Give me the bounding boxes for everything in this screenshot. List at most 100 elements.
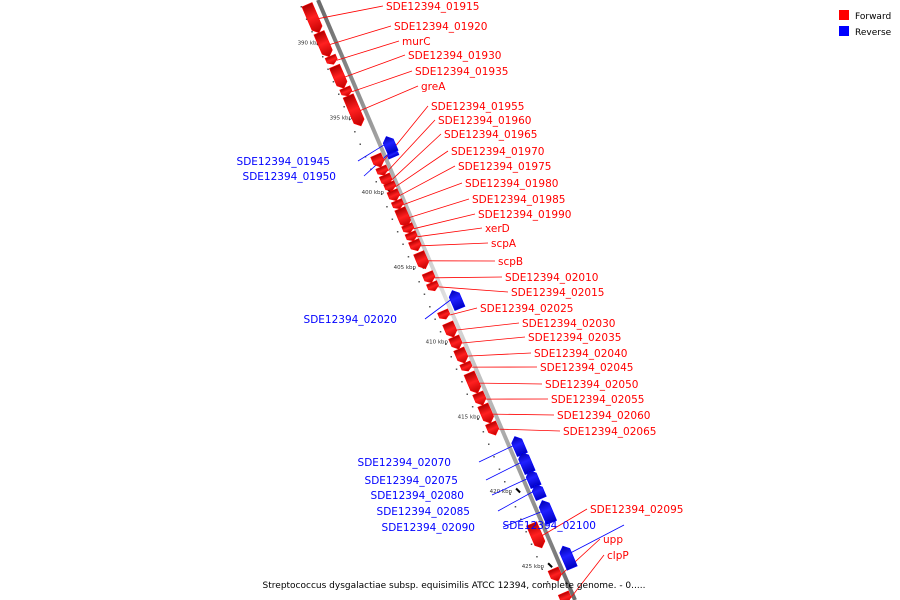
gene-label[interactable]: SDE12394_02080 xyxy=(371,490,464,502)
gene-forward[interactable] xyxy=(477,402,496,425)
legend: Forward Reverse xyxy=(839,10,892,38)
gene-label[interactable]: SDE12394_02075 xyxy=(365,475,458,487)
scale-dot xyxy=(338,93,340,95)
gene-label[interactable]: SDE12394_01915 xyxy=(386,1,479,13)
gene-forward[interactable] xyxy=(408,238,423,253)
gene-label[interactable]: murC xyxy=(402,36,431,48)
gene-label[interactable]: scpB xyxy=(498,256,523,268)
scale-dot xyxy=(466,393,468,395)
gene-forward[interactable] xyxy=(394,206,413,229)
gene-label[interactable]: SDE12394_01955 xyxy=(431,101,524,113)
gene-reverse[interactable] xyxy=(558,544,578,571)
gene-reverse[interactable] xyxy=(524,468,542,490)
gene-label[interactable]: SDE12394_02035 xyxy=(528,332,621,344)
gene-label[interactable]: clpP xyxy=(607,550,629,562)
gene-label[interactable]: SDE12394_02100 xyxy=(503,520,596,532)
scale-dot xyxy=(375,181,377,183)
gene-forward[interactable] xyxy=(421,270,436,285)
gene-forward[interactable] xyxy=(437,308,452,321)
gene-forward[interactable] xyxy=(426,280,440,293)
tick-label: 410 kbp xyxy=(426,340,449,346)
gene-forward[interactable] xyxy=(557,590,572,600)
tick-mark xyxy=(547,562,553,568)
gene-label[interactable]: SDE12394_01920 xyxy=(394,21,487,33)
gene-forward[interactable] xyxy=(453,346,470,365)
scale-dot xyxy=(386,206,388,208)
gene-label[interactable]: SDE12394_01970 xyxy=(451,146,544,158)
gene-label[interactable]: SDE12394_02055 xyxy=(551,394,644,406)
gene-reverse[interactable] xyxy=(447,288,466,312)
gene-forward[interactable] xyxy=(324,53,339,66)
gene-label[interactable]: SDE12394_01980 xyxy=(465,178,558,190)
gene-forward[interactable] xyxy=(313,30,334,59)
gene-forward[interactable] xyxy=(442,320,459,339)
gene-forward[interactable] xyxy=(390,198,405,211)
gene-forward[interactable] xyxy=(339,85,354,98)
gene-label[interactable]: SDE12394_01990 xyxy=(478,209,571,221)
label-leader-line xyxy=(485,462,522,481)
gene-reverse[interactable] xyxy=(510,434,528,458)
scale-dot xyxy=(396,231,399,233)
gene-reverse[interactable] xyxy=(537,498,558,526)
gene-label[interactable]: SDE12394_02045 xyxy=(540,362,633,374)
gene-forward[interactable] xyxy=(386,188,401,203)
label-leader-line xyxy=(461,336,526,344)
gene-label[interactable]: SDE12394_02010 xyxy=(505,272,598,284)
gene-label[interactable]: SDE12394_02040 xyxy=(534,348,627,360)
scale-dot xyxy=(407,256,410,258)
gene-label[interactable]: SDE12394_02030 xyxy=(522,318,615,330)
scale-dot xyxy=(455,368,458,370)
gene-label[interactable]: upp xyxy=(603,534,623,546)
label-leader-line xyxy=(387,119,436,172)
gene-label[interactable]: SDE12394_01945 xyxy=(237,156,330,168)
gene-label[interactable]: SDE12394_01930 xyxy=(408,50,501,62)
gene-forward[interactable] xyxy=(383,180,398,193)
gene-forward[interactable] xyxy=(472,390,488,407)
tick-label: 420 kbp xyxy=(490,489,513,495)
gene-label[interactable]: SDE12394_01935 xyxy=(415,66,508,78)
gene-forward[interactable] xyxy=(404,230,419,243)
gene-forward[interactable] xyxy=(485,420,500,437)
gene-forward[interactable] xyxy=(401,222,416,235)
gene-forward[interactable] xyxy=(301,2,324,35)
gene-forward[interactable] xyxy=(329,63,349,90)
gene-forward[interactable] xyxy=(547,566,563,583)
gene-label[interactable]: xerD xyxy=(485,223,510,235)
gene-label[interactable]: SDE12394_02060 xyxy=(557,410,650,422)
gene-label[interactable]: SDE12394_02025 xyxy=(480,303,573,315)
gene-label[interactable]: scpA xyxy=(491,238,517,250)
gene-reverse[interactable] xyxy=(530,482,547,502)
gene-label[interactable]: greA xyxy=(421,81,446,93)
gene-forward[interactable] xyxy=(526,521,547,550)
gene-forward[interactable] xyxy=(448,334,464,351)
gene-forward[interactable] xyxy=(413,250,431,271)
gene-label[interactable]: SDE12394_01985 xyxy=(472,194,565,206)
gene-label[interactable]: SDE12394_02015 xyxy=(511,287,604,299)
gene-forward[interactable] xyxy=(463,370,483,395)
gene-forward[interactable] xyxy=(375,164,390,177)
gene-forward[interactable] xyxy=(342,93,366,128)
tick-label: 395 kbp xyxy=(330,115,353,121)
label-leader-line xyxy=(395,150,449,188)
gene-label[interactable]: SDE12394_02090 xyxy=(382,522,475,534)
gene-label[interactable]: SDE12394_02065 xyxy=(563,426,656,438)
scale-dot xyxy=(520,518,522,520)
gene-label[interactable]: SDE12394_01965 xyxy=(444,129,537,141)
gene-forward[interactable] xyxy=(459,360,474,373)
label-leader-line xyxy=(498,428,561,432)
label-leader-line xyxy=(328,25,392,46)
gene-reverse[interactable] xyxy=(517,450,536,476)
gene-label[interactable]: SDE12394_02050 xyxy=(545,379,638,391)
gene-label[interactable]: SDE12394_02070 xyxy=(358,457,451,469)
gene-label[interactable]: SDE12394_01975 xyxy=(458,161,551,173)
label-leader-line xyxy=(351,70,413,93)
gene-label[interactable]: SDE12394_02020 xyxy=(304,314,397,326)
gene-label[interactable]: SDE12394_02095 xyxy=(590,504,683,516)
gene-label[interactable]: SDE12394_01950 xyxy=(243,171,336,183)
gene-reverse[interactable] xyxy=(387,150,400,160)
gene-label[interactable]: SDE12394_02085 xyxy=(377,506,470,518)
label-leader-line xyxy=(478,382,543,385)
gene-forward[interactable] xyxy=(370,152,386,169)
gene-label[interactable]: SDE12394_01960 xyxy=(438,115,531,127)
label-leader-line xyxy=(408,198,470,219)
